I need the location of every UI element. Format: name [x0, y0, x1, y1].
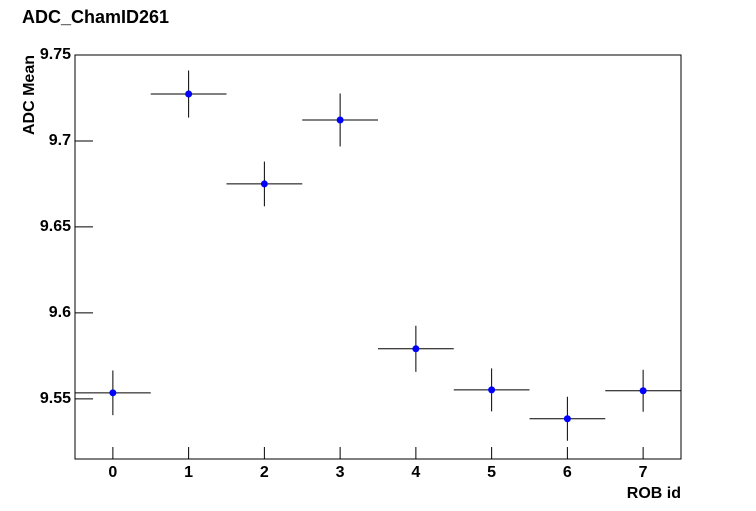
- y-tick-label: 9.6: [49, 304, 71, 321]
- x-tick-label: 6: [563, 464, 572, 481]
- plot-frame: [74, 54, 682, 460]
- point: [109, 389, 117, 397]
- y-tick-label: 9.7: [49, 132, 71, 149]
- chart-title: ADC_ChamID261: [22, 7, 169, 27]
- x-axis-label: ROB id: [627, 485, 681, 502]
- point: [639, 387, 647, 395]
- x-tick-label: 4: [411, 464, 420, 481]
- point: [412, 345, 420, 353]
- x-tick-label: 1: [184, 464, 193, 481]
- x-tick-label: 7: [639, 464, 648, 481]
- y-axis-label: ADC Mean: [21, 55, 38, 135]
- point: [336, 116, 344, 124]
- y-tick-label: 9.55: [40, 390, 71, 407]
- x-tick-label: 0: [108, 464, 117, 481]
- point: [260, 180, 268, 188]
- x-tick-label: 5: [487, 464, 496, 481]
- x-tick-label: 3: [336, 464, 345, 481]
- point: [563, 415, 571, 423]
- point: [185, 90, 193, 98]
- x-tick-label: 2: [260, 464, 269, 481]
- y-tick-label: 9.75: [40, 46, 71, 63]
- y-tick-label: 9.65: [40, 218, 71, 235]
- point: [488, 386, 496, 394]
